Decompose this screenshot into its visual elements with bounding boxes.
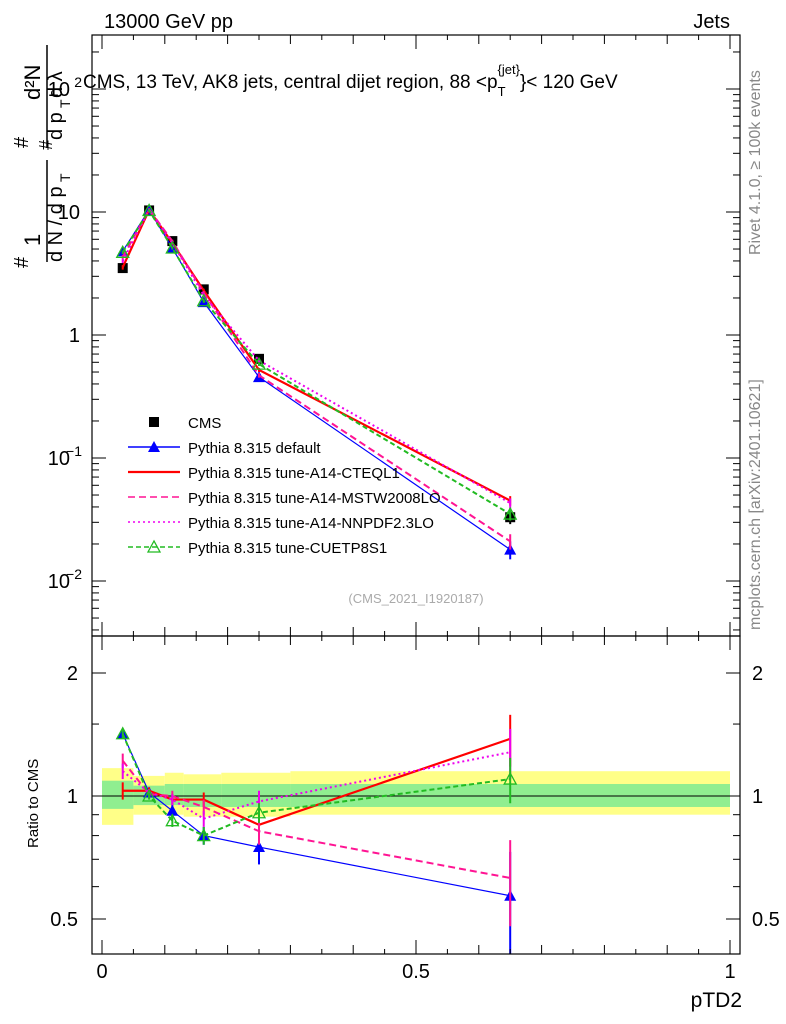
svg-text:d λ: d λ bbox=[45, 71, 67, 98]
svg-text:#: # bbox=[11, 136, 33, 148]
ratio-point-default bbox=[253, 841, 265, 853]
analysis-watermark: (CMS_2021_I1920187) bbox=[348, 591, 483, 606]
header-left: 13000 GeV pp bbox=[104, 11, 233, 33]
legend-label-cms: CMS bbox=[188, 415, 221, 432]
main-ytick-label: 10 bbox=[48, 448, 70, 470]
ratio-point-cuetp8s1 bbox=[165, 813, 180, 827]
svg-text:d²N: d²N bbox=[20, 65, 45, 100]
main-point-cuetp8s1 bbox=[115, 244, 130, 258]
ratio-line-mstw bbox=[121, 760, 511, 879]
ratio-point-cuetp8s1 bbox=[115, 726, 130, 740]
ratio-ytick-label-right: 0.5 bbox=[752, 909, 780, 931]
ratio-ytick-label-right: 2 bbox=[752, 663, 763, 685]
ratio-band-inner bbox=[183, 783, 222, 807]
legend-label-default: Pythia 8.315 default bbox=[188, 440, 321, 457]
ratio-line-cteql1 bbox=[122, 737, 511, 827]
ratio-ytick-label: 1 bbox=[67, 786, 78, 808]
x-axis-label: pTD2 bbox=[691, 989, 742, 1012]
rivet-label: Rivet 4.1.0, ≥ 100k events bbox=[747, 70, 764, 255]
ratio-point-cuetp8s1 bbox=[503, 771, 518, 785]
ratio-point-cuetp8s1 bbox=[251, 805, 267, 819]
main-ytick-label-exp: 2 bbox=[74, 74, 82, 90]
ratio-xtick-label: 0.5 bbox=[402, 961, 430, 983]
svg-text:T: T bbox=[57, 99, 73, 108]
legend-label-mstw: Pythia 8.315 tune-A14-MSTW2008LO bbox=[188, 490, 441, 507]
ratio-ylabel: Ratio to CMS bbox=[25, 759, 42, 848]
main-line-cuetp8s1 bbox=[121, 208, 511, 515]
legend-label-cuetp8s1: Pythia 8.315 tune-CUETP8S1 bbox=[188, 540, 387, 557]
ratio-point-cuetp8s1 bbox=[196, 828, 211, 842]
ratio-xtick-label: 1 bbox=[724, 961, 735, 983]
main-ytick-label: 10 bbox=[48, 79, 70, 101]
main-ytick-label: 10 bbox=[58, 202, 80, 224]
main-ytick-label-exp: −1 bbox=[66, 443, 82, 459]
main-point-cuetp8s1 bbox=[165, 240, 180, 254]
main-point-cuetp8s1 bbox=[142, 203, 157, 217]
legend-marker-cms bbox=[149, 417, 159, 427]
ratio-line-nnpdf bbox=[122, 751, 511, 820]
ratio-xtick-label: 0 bbox=[96, 961, 107, 983]
ratio-line-cuetp8s1 bbox=[121, 733, 511, 837]
ratio-ytick-label-right: 1 bbox=[752, 786, 763, 808]
ratio-band-inner bbox=[221, 783, 291, 807]
main-ylabel: # 1 d N / d p T # d²N d p T d λ # bbox=[11, 45, 73, 268]
header-right: Jets bbox=[693, 11, 730, 33]
svg-text:d p: d p bbox=[45, 112, 67, 140]
svg-text:#: # bbox=[11, 256, 33, 268]
main-point-cuetp8s1 bbox=[196, 293, 211, 307]
ratio-point-default bbox=[166, 804, 179, 816]
main-ytick-label: 1 bbox=[69, 325, 80, 347]
legend-marker-default bbox=[148, 441, 160, 452]
ratio-ytick-label: 2 bbox=[67, 663, 78, 685]
legend-marker-cuetp8s1 bbox=[146, 539, 162, 553]
chart-title: CMS, 13 TeV, AK8 jets, central dijet reg… bbox=[83, 62, 618, 99]
svg-text:1: 1 bbox=[20, 234, 45, 246]
main-line-cteql1 bbox=[121, 207, 511, 502]
svg-text:#: # bbox=[36, 140, 56, 150]
main-ytick-label-exp: −2 bbox=[66, 566, 82, 582]
main-point-cuetp8s1 bbox=[503, 506, 518, 520]
ratio-line-default bbox=[122, 733, 511, 897]
legend-label-nnpdf: Pythia 8.315 tune-A14-NNPDF2.3LO bbox=[188, 515, 434, 532]
ratio-ytick-label: 0.5 bbox=[50, 909, 78, 931]
legend: CMS Pythia 8.315 default Pythia 8.315 tune… bbox=[128, 415, 441, 557]
main-point-cuetp8s1 bbox=[251, 356, 267, 370]
legend-label-cteql1: Pythia 8.315 tune-A14-CTEQL1 bbox=[188, 465, 400, 482]
ratio-band-inner bbox=[102, 780, 134, 809]
ratio-point-cuetp8s1 bbox=[142, 788, 157, 802]
svg-text:T: T bbox=[57, 173, 73, 182]
ratio-band-inner bbox=[164, 783, 184, 806]
svg-text:d N / d p: d N / d p bbox=[45, 186, 67, 262]
main-ytick-label: 10 bbox=[48, 571, 70, 593]
mcplots-label: mcplots.cern.ch [arXiv:2401.10621] bbox=[747, 379, 764, 630]
